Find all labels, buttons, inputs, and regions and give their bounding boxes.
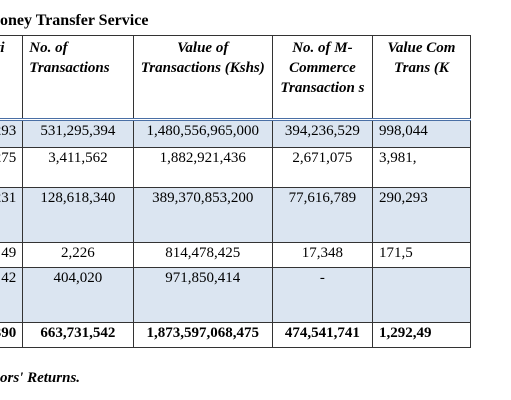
table-cell: 404,020: [22, 267, 134, 323]
table-cell: 394,236,529: [271, 118, 373, 148]
table-cell: 77,616,789: [271, 187, 373, 243]
table-cell: 275: [0, 147, 24, 188]
table-cell: 171,5: [371, 242, 472, 268]
table-cell: [371, 267, 472, 323]
table-cell: 998,044: [371, 118, 472, 148]
table-cell: 49: [0, 242, 24, 268]
table-cell: 3,981,: [371, 147, 472, 188]
table-cell: 971,850,414: [132, 267, 273, 323]
table-cell: 1,480,556,965,000: [132, 118, 273, 148]
table-cell: 663,731,542: [22, 322, 134, 348]
table-cell: 1,873,597,068,475: [132, 322, 273, 348]
header-cell: Value of Transactions (Kshs): [132, 35, 273, 120]
header-cell: Value Com Trans (K: [371, 35, 472, 120]
table-row: 49 2,226 814,478,425 17,348 171,5: [0, 242, 472, 268]
table-cell: 42: [0, 267, 24, 323]
table-row: 231128,618,340389,370,853,20077,616,7892…: [0, 187, 472, 243]
header-cell: ripti: [0, 35, 24, 120]
table-cell: 1,292,49: [371, 322, 472, 348]
table-cell: 531,295,394: [22, 118, 134, 148]
table-cell: ,293: [0, 118, 24, 148]
table-cell: 1,882,921,436: [132, 147, 273, 188]
table-cell: 474,541,741: [271, 322, 373, 348]
table-cell: -: [271, 267, 373, 323]
table-cell: 2,671,075: [271, 147, 373, 188]
table-cell: 231: [0, 187, 24, 243]
header-cell: No. of Transactions: [22, 35, 134, 120]
title: oney Transfer Service: [0, 12, 149, 29]
table-cell: 17,348: [271, 242, 373, 268]
table-cell: 2,226: [22, 242, 134, 268]
header-cell: No. of M-Commerce Transaction s: [271, 35, 373, 120]
table-cell: ,390: [0, 322, 24, 348]
table-row: ,293531,295,3941,480,556,965,000394,236,…: [0, 118, 472, 148]
footer-note: ors' Returns.: [0, 370, 81, 386]
table-cell: 290,293: [371, 187, 472, 243]
table-cell: 128,618,340: [22, 187, 134, 243]
table-cell: 389,370,853,200: [132, 187, 273, 243]
table-cell: 814,478,425: [132, 242, 273, 268]
table-cell: 3,411,562: [22, 147, 134, 188]
table-row: 42 404,020 971,850,414-: [0, 267, 472, 323]
table-row: ,390663,731,5421,873,597,068,475474,541,…: [0, 322, 472, 348]
